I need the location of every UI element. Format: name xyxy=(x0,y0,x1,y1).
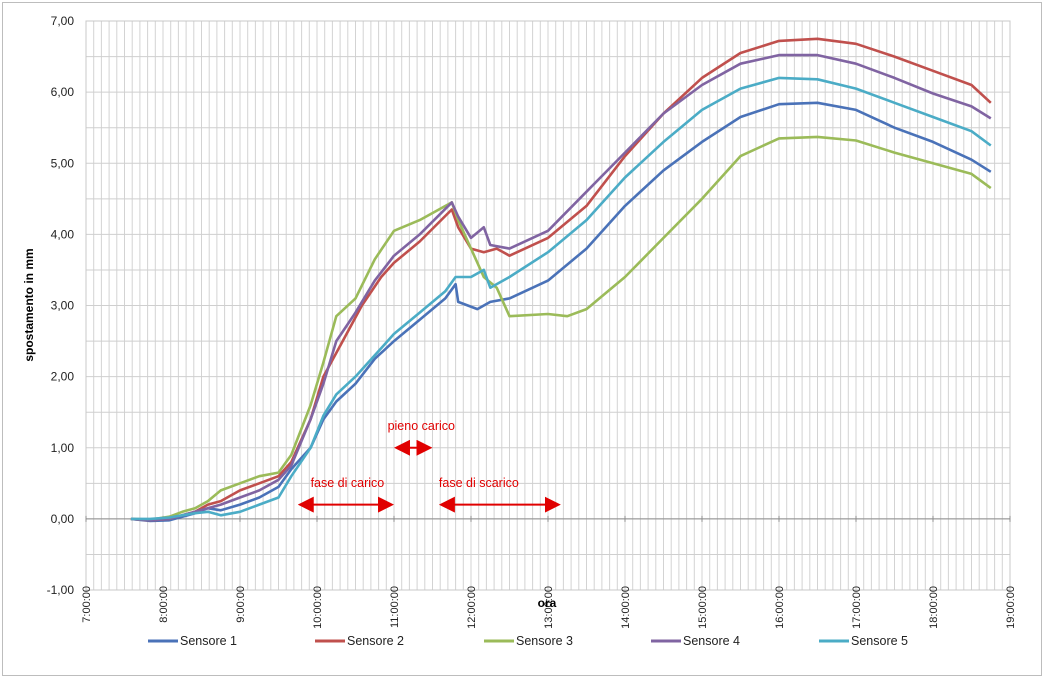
x-tick-label: 16:00:00 xyxy=(774,586,786,629)
legend-label: Sensore 5 xyxy=(851,634,908,648)
series-line-sensore-4 xyxy=(130,53,992,522)
x-tick-label: 9:00:00 xyxy=(235,586,247,623)
y-tick-label: 6,00 xyxy=(51,85,75,99)
annotation-label: fase di carico xyxy=(311,476,385,490)
y-tick-label: 7,00 xyxy=(51,14,75,28)
legend-label: Sensore 1 xyxy=(180,634,237,648)
y-tick-label: 2,00 xyxy=(51,370,75,384)
annotation-label: pieno carico xyxy=(388,419,455,433)
series-line-sensore-5 xyxy=(130,76,992,521)
x-tick-label: 7:00:00 xyxy=(81,586,93,623)
series-line-sensore-3 xyxy=(130,135,992,521)
x-tick-label: 13:00:00 xyxy=(543,586,555,629)
y-tick-label: 1,00 xyxy=(51,441,75,455)
x-axis-title: ora xyxy=(538,596,557,610)
legend-label: Sensore 3 xyxy=(516,634,573,648)
legend: Sensore 1 Sensore 2 Sensore 3 Sensore 4 Sens… xyxy=(148,634,908,648)
legend-label: Sensore 2 xyxy=(347,634,404,648)
series-line-sensore-2 xyxy=(130,37,992,522)
y-tick-label: 0,00 xyxy=(51,512,75,526)
x-tick-label: 19:00:00 xyxy=(1005,586,1017,629)
y-tick-labels: -1,00 0,00 1,00 2,00 3,00 4,00 5,00 6,00 7,00 xyxy=(47,14,75,597)
annotation-label: fase di scarico xyxy=(439,476,519,490)
x-tick-label: 10:00:00 xyxy=(312,586,324,629)
x-tick-label: 12:00:00 xyxy=(466,586,478,629)
y-tick-label: 4,00 xyxy=(51,227,75,241)
y-axis-title: spostamento in mm xyxy=(22,248,36,361)
x-tick-label: 14:00:00 xyxy=(620,586,632,629)
x-tick-label: 18:00:00 xyxy=(928,586,940,629)
x-tick-label: 17:00:00 xyxy=(851,586,863,629)
x-tick-labels: 7:00:00 8:00:00 9:00:00 10:00:00 11:00:00 12:… xyxy=(81,515,1017,629)
x-tick-label: 11:00:00 xyxy=(389,586,401,628)
y-tick-label: -1,00 xyxy=(47,583,75,597)
series-lines xyxy=(130,37,992,523)
series-line-sensore-1 xyxy=(130,101,992,523)
y-tick-label: 3,00 xyxy=(51,299,75,313)
plot-area-border xyxy=(85,20,1011,591)
legend-label: Sensore 4 xyxy=(683,634,740,648)
x-tick-label: 8:00:00 xyxy=(158,586,170,623)
y-tick-label: 5,00 xyxy=(51,156,75,170)
x-tick-label: 15:00:00 xyxy=(697,586,709,629)
annotations: fase di carico pieno carico fase di scaric… xyxy=(297,419,561,513)
